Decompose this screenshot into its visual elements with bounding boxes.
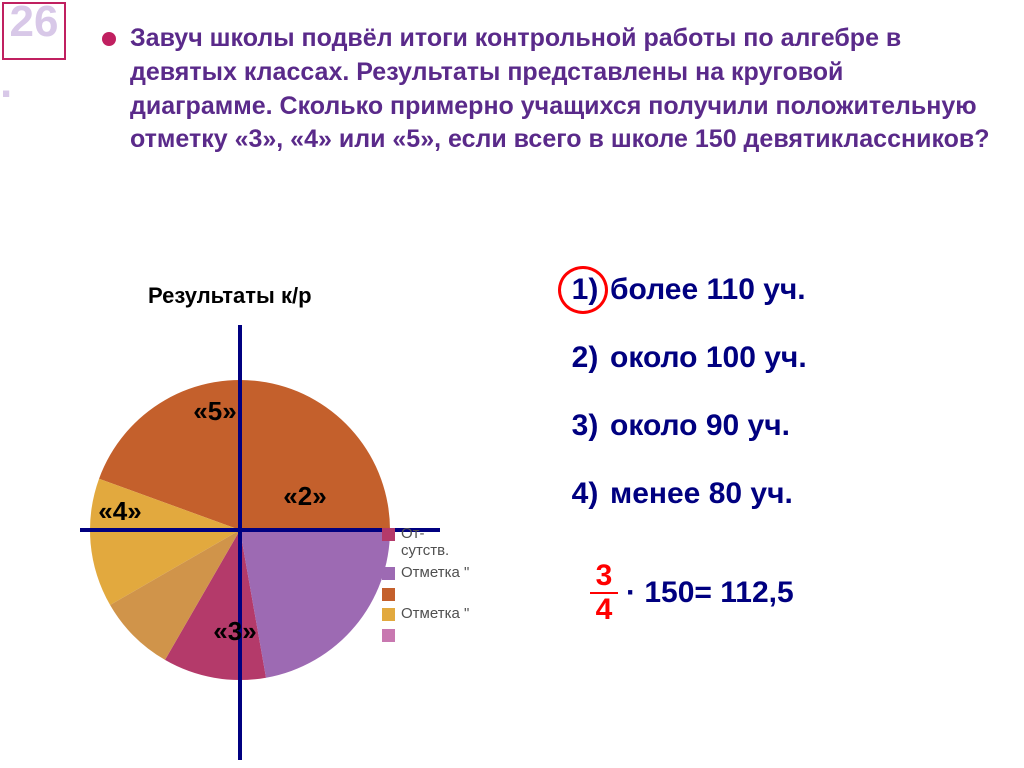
chart-title: Результаты к/р <box>148 283 312 309</box>
pie-slice-label: «2» <box>283 481 326 511</box>
answer-option[interactable]: 1) более 110 уч. <box>560 268 1000 312</box>
legend-label: Отметка " <box>401 605 469 622</box>
fraction-numerator: 3 <box>596 560 613 592</box>
pie-slice <box>240 530 390 678</box>
slide-number-dot: . <box>0 58 12 108</box>
pie-slice-label: «3» <box>213 616 256 646</box>
answer-text: около 100 уч. <box>610 341 807 375</box>
pie-chart: «5» «2» «3» «4» <box>40 310 420 730</box>
legend-item: Отметка " <box>382 605 469 622</box>
legend-item: От- сутств. <box>382 525 469 560</box>
correct-answer-circle <box>558 266 608 314</box>
calculation-rest: · 150= 112,5 <box>626 576 794 610</box>
fraction: 3 4 <box>590 560 618 625</box>
bullet-icon <box>102 32 116 46</box>
calculation: 3 4 · 150= 112,5 <box>590 560 794 625</box>
legend-swatch <box>382 629 395 642</box>
answer-number: 3) <box>560 409 610 443</box>
pie-chart-svg: «5» «2» «3» «4» <box>40 310 440 760</box>
fraction-denominator: 4 <box>596 594 613 626</box>
answer-text: более 110 уч. <box>610 273 806 307</box>
chart-legend: От- сутств. Отметка " Отметка " <box>382 525 469 646</box>
legend-label: Отметка " <box>401 564 469 581</box>
answer-option[interactable]: 2) около 100 уч. <box>560 336 1000 380</box>
answer-text: около 90 уч. <box>610 409 790 443</box>
answer-number: 4) <box>560 477 610 511</box>
legend-swatch <box>382 567 395 580</box>
legend-label: От- сутств. <box>401 525 449 560</box>
slide-number-box: 26 <box>2 2 66 60</box>
pie-slice-label: «4» <box>98 496 141 526</box>
question-text: Завуч школы подвёл итоги контрольной раб… <box>130 22 990 157</box>
answer-options: 1) более 110 уч.2) около 100 уч.3) около… <box>560 268 1000 540</box>
slide-number: 26 <box>10 0 59 44</box>
legend-swatch <box>382 588 395 601</box>
legend-item: Отметка " <box>382 564 469 581</box>
pie-slice-label: «5» <box>193 396 236 426</box>
legend-swatch <box>382 608 395 621</box>
legend-item <box>382 585 469 601</box>
answer-option[interactable]: 3) около 90 уч. <box>560 404 1000 448</box>
answer-number: 2) <box>560 341 610 375</box>
legend-item <box>382 626 469 642</box>
answer-text: менее 80 уч. <box>610 477 793 511</box>
legend-swatch <box>382 528 395 541</box>
answer-option[interactable]: 4) менее 80 уч. <box>560 472 1000 516</box>
